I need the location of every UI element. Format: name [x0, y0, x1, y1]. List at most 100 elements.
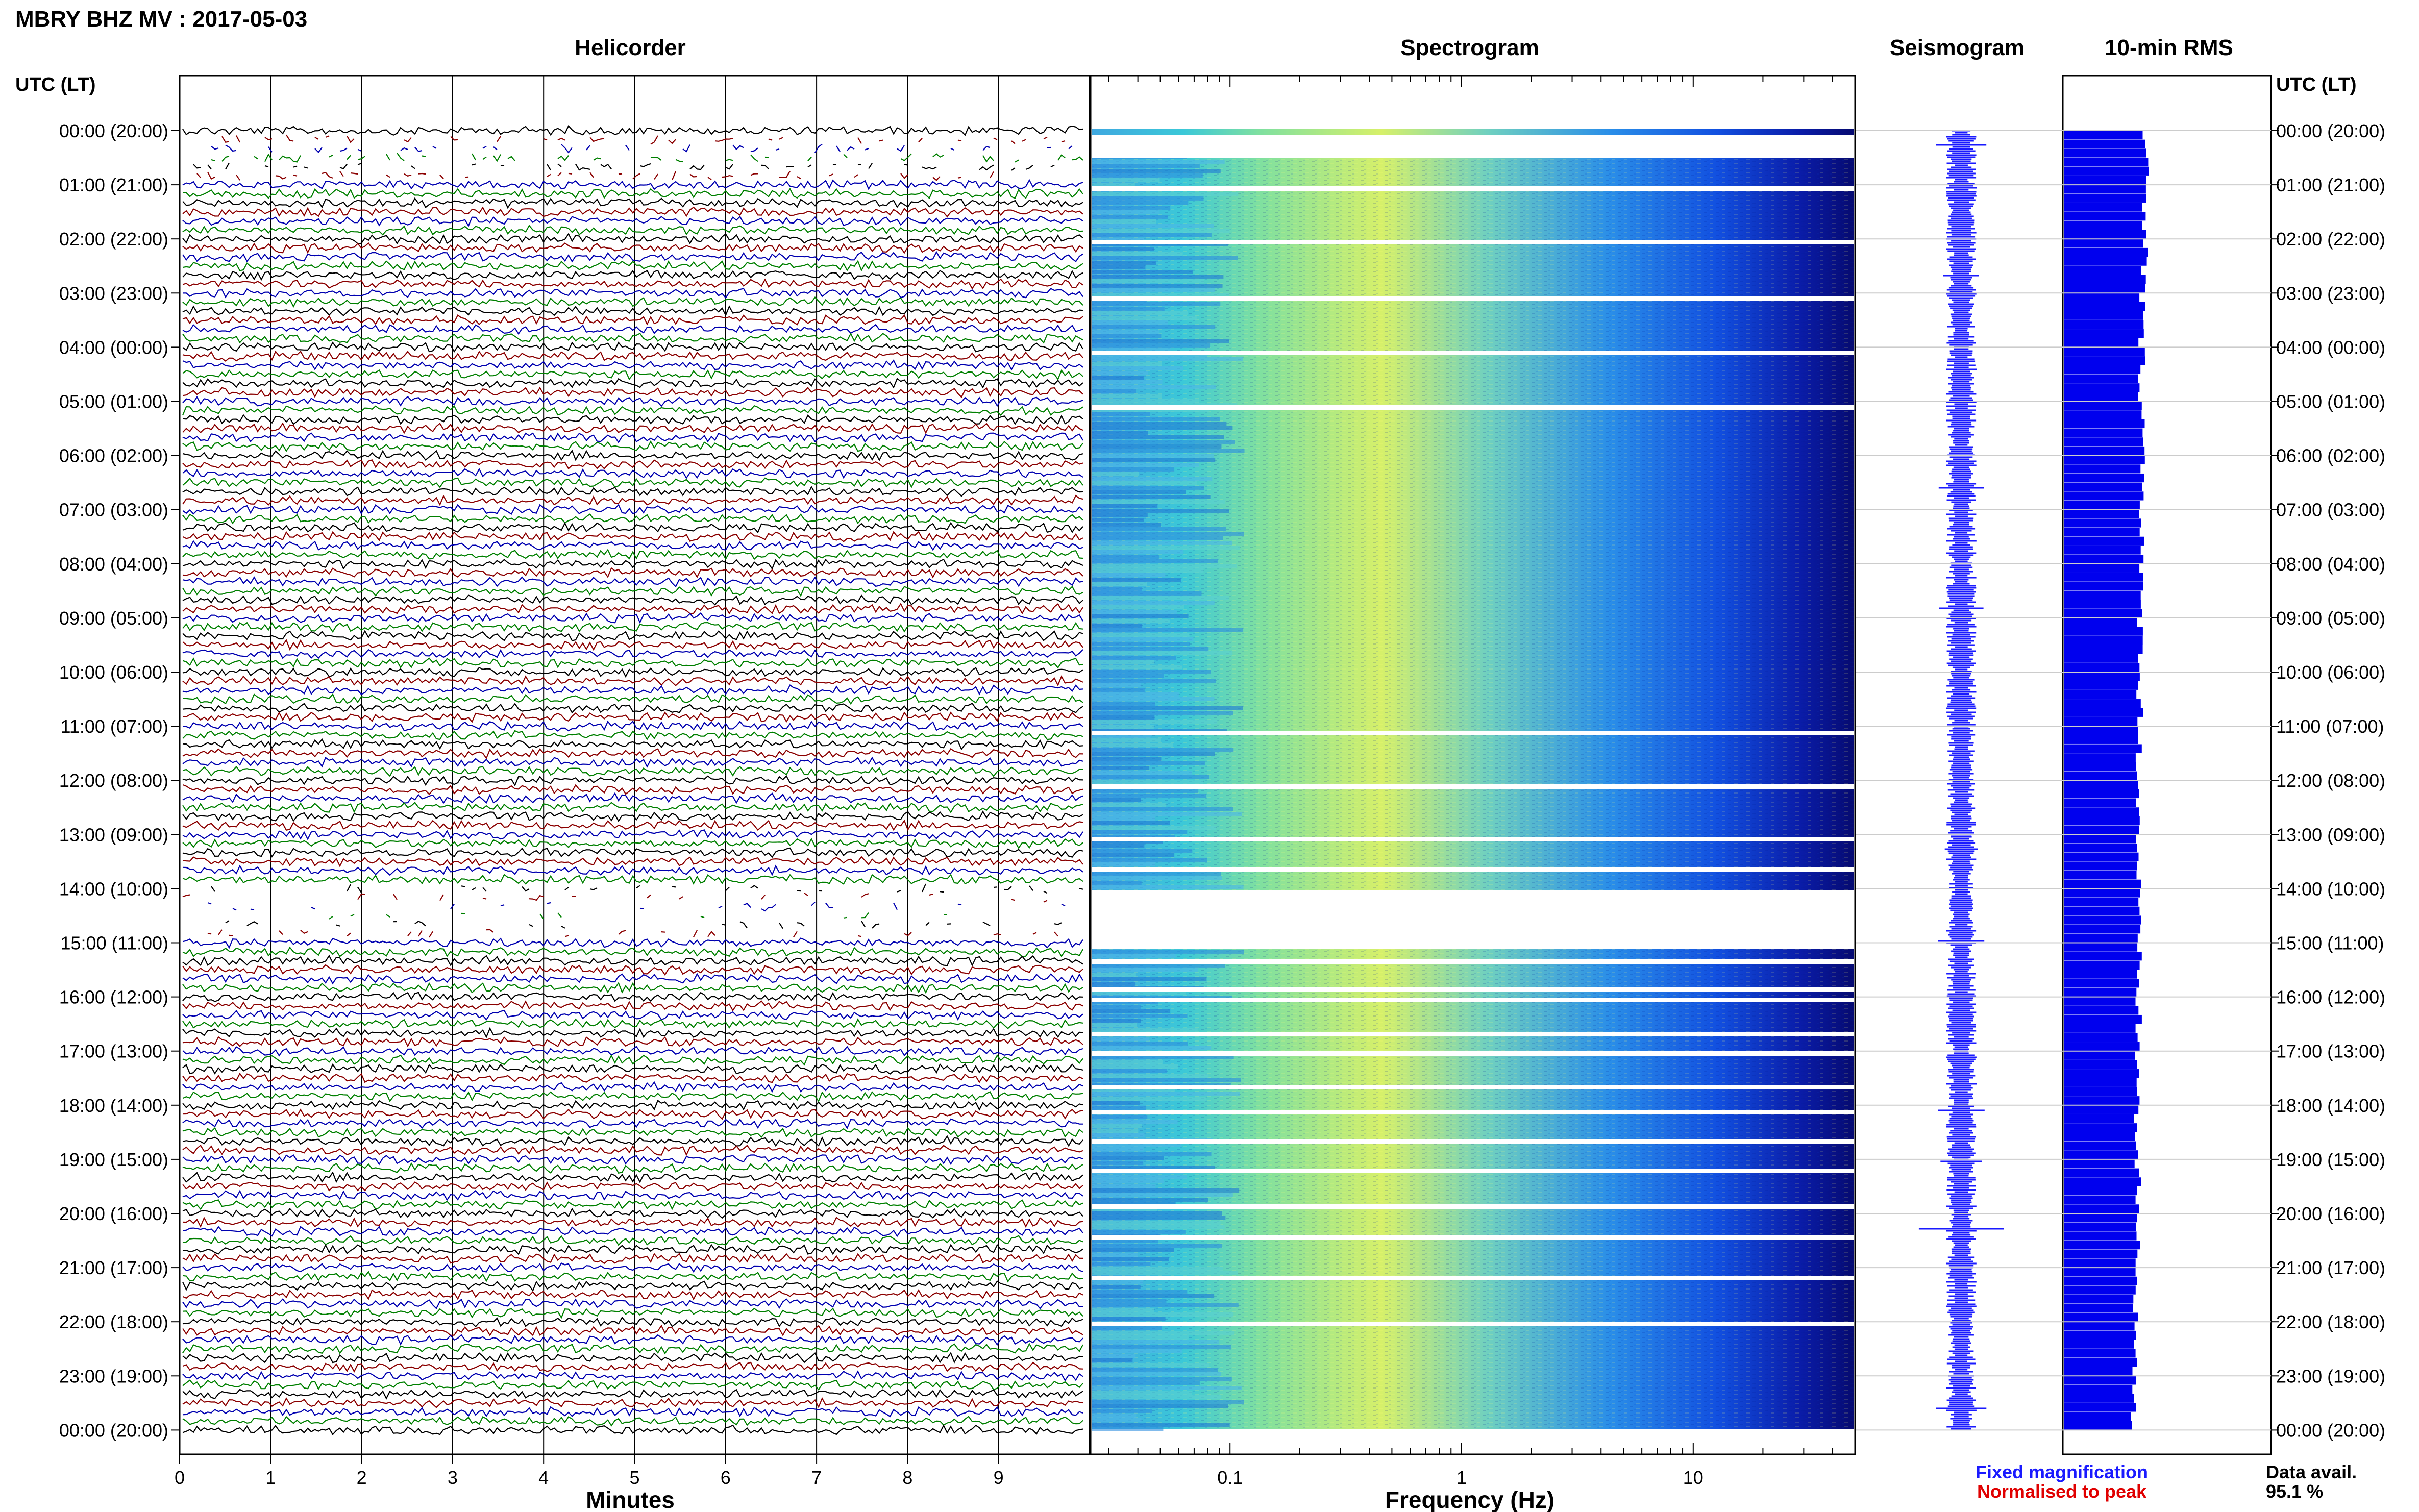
helicorder-xtick-label: 1: [265, 1467, 276, 1488]
spectrogram-lowfreq-stripe: [1092, 1386, 1242, 1390]
spectrogram-lowfreq-stripe: [1092, 275, 1224, 279]
spectrogram-lowfreq-stripe: [1092, 311, 1188, 315]
spectrogram-lowfreq-stripe: [1092, 1152, 1212, 1156]
rms-bar: [2064, 1403, 2136, 1412]
spectrogram-lowfreq-stripe: [1092, 1023, 1138, 1027]
spectrogram-lowfreq-stripe: [1092, 1198, 1208, 1202]
helicorder-trace-line: [182, 1099, 1083, 1111]
rms-bar: [2064, 717, 2138, 726]
rms-bar: [2064, 636, 2143, 645]
spectrogram-lowfreq-stripe: [1092, 1060, 1163, 1064]
utc-lt-label-right: UTC (LT): [2276, 74, 2357, 95]
helicorder-trace-line: [183, 893, 1069, 902]
data-avail-value: 95.1 %: [2266, 1481, 2323, 1502]
helicorder-trace-line: [182, 1343, 1083, 1355]
spectrogram-data-gap: [1092, 186, 1854, 191]
spectrogram-lowfreq-stripe: [1092, 357, 1243, 361]
spectrogram-lowfreq-stripe: [1092, 591, 1202, 596]
rms-bar: [2064, 1042, 2140, 1051]
spectrogram-lowfreq-stripe: [1092, 651, 1233, 655]
spectrogram-data-gap: [1092, 1322, 1854, 1326]
spectrogram-lowfreq-stripe: [1092, 219, 1156, 224]
helicorder-trace-line: [182, 738, 1083, 751]
helicorder-trace-line: [182, 1046, 1083, 1057]
rms-bar: [2064, 852, 2139, 861]
spectrogram-lowfreq-stripe: [1092, 486, 1204, 490]
spectrogram-lowfreq-stripe: [1092, 977, 1207, 981]
rms-bar: [2064, 239, 2143, 248]
rms-bar: [2064, 464, 2141, 474]
rms-bar: [2064, 193, 2146, 203]
rms-bar: [2064, 1412, 2131, 1421]
helicorder-trace-line: [182, 459, 1083, 470]
spectrogram-lowfreq-stripe: [1092, 1097, 1206, 1101]
spectrogram-lowfreq-stripe: [1092, 1124, 1142, 1128]
spectrogram-lowfreq-stripe: [1092, 339, 1229, 343]
rms-bar: [2064, 1213, 2137, 1223]
rms-bar: [2064, 1249, 2138, 1258]
spectrogram-lowfreq-stripe: [1092, 435, 1224, 439]
spectrogram-lowfreq-stripe: [1092, 1014, 1188, 1018]
spectrogram-lowfreq-stripe: [1092, 706, 1243, 710]
spectrogram-lowfreq-stripe: [1092, 1358, 1133, 1362]
spectrogram-lowfreq-stripe: [1092, 1143, 1182, 1147]
helicorder-trace-line: [329, 912, 1029, 919]
helicorder-trace-line: [226, 921, 1083, 929]
spectrogram-lowfreq-stripe: [1092, 794, 1206, 798]
spectrogram-lowfreq-stripe: [1092, 624, 1143, 628]
spectrogram-lowfreq-stripe: [1092, 1225, 1225, 1229]
spectrogram-lowfreq-stripe: [1092, 334, 1162, 338]
rms-bar: [2064, 1258, 2136, 1268]
spectrogram-lowfreq-stripe: [1092, 1101, 1140, 1105]
spectrogram-lowfreq-stripe: [1092, 757, 1162, 761]
spectrogram-lowfreq-stripe: [1092, 550, 1184, 554]
rms-bar: [2064, 518, 2141, 528]
spectrogram-lowfreq-stripe: [1092, 628, 1244, 632]
spectrogram-lowfreq-stripe: [1092, 426, 1233, 430]
rms-bar: [2064, 528, 2140, 537]
spectrogram-lowfreq-stripe: [1092, 1271, 1238, 1275]
helicorder-trace-line: [182, 684, 1083, 696]
seismogram-trace: [1918, 130, 2004, 1430]
hour-label-right: 21:00 (17:00): [2276, 1257, 2385, 1278]
spectrogram-lowfreq-stripe: [1092, 1377, 1232, 1381]
rms-bar: [2064, 898, 2139, 907]
spectrogram-lowfreq-stripe: [1092, 637, 1194, 641]
rms-bar: [2064, 861, 2137, 871]
spectrogram-lowfreq-stripe: [1092, 1391, 1192, 1395]
rms-bar: [2064, 1241, 2140, 1250]
spectrogram-xlabel: Frequency (Hz): [1385, 1486, 1554, 1512]
rms-bar: [2064, 1330, 2136, 1340]
helicorder-trace-line: [182, 1361, 1083, 1373]
spectrogram-lowfreq-stripe: [1092, 1193, 1233, 1197]
spectrogram-title: Spectrogram: [1400, 35, 1539, 60]
hour-label-left: 02:00 (22:00): [59, 229, 168, 250]
spectrogram-lowfreq-stripe: [1092, 467, 1175, 472]
helicorder-trace-line: [182, 350, 1083, 362]
helicorder-trace-line: [182, 269, 1083, 281]
spectrogram-frame: [1090, 75, 1856, 1455]
rms-bar: [2064, 1186, 2137, 1196]
rms-bar: [2064, 320, 2144, 329]
helicorder-trace-line: [182, 1406, 1083, 1418]
spectrogram-lowfreq-stripe: [1092, 1317, 1166, 1321]
spectrogram-lowfreq-stripe: [1092, 1349, 1182, 1353]
rms-bar: [2064, 1376, 2136, 1385]
helicorder-trace-line: [182, 1271, 1083, 1283]
spectrogram-lowfreq-stripe: [1092, 1046, 1212, 1050]
rms-panel: [2062, 75, 2272, 1455]
helicorder-xtick-label: 5: [629, 1467, 639, 1488]
spectrogram-lowfreq-stripe: [1092, 555, 1160, 559]
hour-label-left: 00:00 (20:00): [59, 1420, 168, 1441]
helicorder-trace-line: [182, 305, 1083, 317]
helicorder-trace-line: [182, 449, 1083, 462]
spectrogram-lowfreq-stripe: [1092, 954, 1176, 958]
rms-bar: [2064, 455, 2145, 464]
rms-bar: [2064, 663, 2140, 672]
spectrogram-lowfreq-stripe: [1092, 789, 1199, 793]
spectrogram-lowfreq-stripe: [1092, 385, 1216, 389]
spectrogram-lowfreq-stripe: [1092, 1133, 1145, 1137]
helicorder-trace-line: [182, 531, 1083, 542]
helicorder-trace-line: [182, 639, 1083, 651]
rms-bar: [2064, 1096, 2140, 1105]
